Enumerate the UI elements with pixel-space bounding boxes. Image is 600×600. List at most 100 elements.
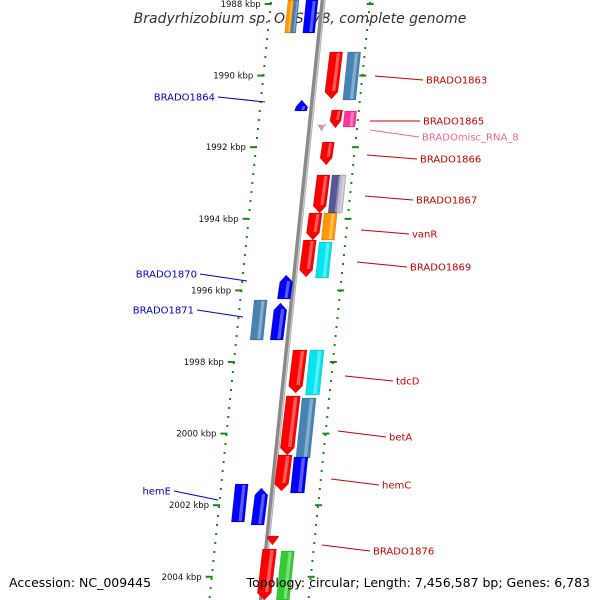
ruler-dot <box>317 497 320 499</box>
gene-body <box>266 535 280 546</box>
gene-label-brado1864[interactable]: BRADO1864 <box>154 93 266 104</box>
ruler-tick-label: 1990 kbp <box>213 72 253 82</box>
ruler-dot <box>348 200 351 202</box>
ruler-dot <box>343 245 346 247</box>
gene-shine <box>335 111 341 120</box>
ruler-dot <box>224 443 227 445</box>
gene-block <box>342 51 362 101</box>
ruler-dot <box>226 425 229 427</box>
gene-block <box>279 395 301 456</box>
ruler-dot <box>362 65 365 67</box>
ruler-dot <box>243 254 246 256</box>
ruler-dot <box>218 497 221 499</box>
gene-body <box>290 456 309 494</box>
ruler-dot <box>315 524 318 526</box>
ruler-dot <box>266 38 269 40</box>
gene-shine <box>306 241 314 269</box>
ruler-dot <box>365 38 368 40</box>
gene-shine <box>287 1 293 32</box>
ruler-tick <box>235 289 243 292</box>
gene-shine <box>284 281 291 298</box>
topology-text: Topology: circular; Length: 7,456,587 bp… <box>246 575 590 590</box>
gene-block <box>250 487 269 526</box>
gene-block <box>315 241 333 279</box>
ruler-dot <box>246 227 249 229</box>
gene-shine <box>313 351 322 394</box>
gene-label-brado1865[interactable]: BRADO1865 <box>370 117 484 128</box>
gene-label-beta[interactable]: betA <box>337 430 412 444</box>
gene-body <box>321 212 338 241</box>
gene-shine <box>298 458 306 492</box>
gene-shine <box>257 301 265 339</box>
ruler-tick <box>307 575 315 578</box>
gene-block <box>269 302 288 341</box>
gene-body <box>299 239 317 278</box>
ruler-dot <box>354 137 357 139</box>
gene-label-brado1876[interactable]: BRADO1876 <box>321 544 434 558</box>
gene-block <box>335 174 347 214</box>
gene-label-brado1870[interactable]: BRADO1870 <box>136 270 248 282</box>
gene-label-brado1871[interactable]: BRADO1871 <box>133 306 244 318</box>
gene-shine <box>287 397 298 447</box>
gene-label-text: BRADO1869 <box>410 263 471 274</box>
ruler-dot <box>255 137 258 139</box>
gene-block <box>329 109 344 129</box>
gene-label-bradomisc-rna-8[interactable]: BRADOmisc_RNA_8 <box>369 129 519 144</box>
gene-body <box>305 349 325 396</box>
ruler-dot <box>267 29 270 31</box>
ruler-dot <box>355 128 358 130</box>
ruler-dot <box>268 11 271 13</box>
gene-label-brado1867[interactable]: BRADO1867 <box>364 196 477 207</box>
ruler-dot <box>219 488 222 490</box>
ruler-dot <box>239 299 242 301</box>
gene-shine <box>303 399 314 457</box>
gene-shine <box>326 143 333 157</box>
ruler-dot <box>212 560 215 562</box>
ruler-dot <box>310 569 313 571</box>
gene-label-heme[interactable]: hemE <box>142 487 219 501</box>
gene-label-vanr[interactable]: vanR <box>360 230 437 241</box>
gene-block <box>249 299 268 341</box>
ruler-dot <box>345 227 348 229</box>
ruler-dot <box>363 56 366 58</box>
gene-body <box>288 349 308 394</box>
gene-body <box>335 174 347 214</box>
gene-label-tdcd[interactable]: tdcD <box>344 375 420 388</box>
ruler-dot <box>257 119 260 121</box>
ruler-dot <box>242 272 245 274</box>
ruler-dot <box>231 371 234 373</box>
ruler-dot <box>222 461 225 463</box>
gene-block <box>277 274 294 300</box>
ruler-dot <box>214 542 217 544</box>
gene-body <box>276 550 295 600</box>
gene-blocks <box>231 0 362 600</box>
gene-shine <box>301 106 306 110</box>
gene-block <box>321 212 338 241</box>
leader-line <box>196 309 244 318</box>
gene-body <box>257 548 277 600</box>
ruler-tick <box>344 217 352 220</box>
ruler-dot <box>241 281 244 283</box>
gene-block <box>290 0 300 34</box>
ruler-dot <box>324 434 327 436</box>
ruler-dot <box>215 533 218 535</box>
ruler-dot <box>265 47 268 49</box>
gene-shine <box>339 176 345 212</box>
ruler-dot <box>334 335 337 337</box>
ruler-tick <box>359 74 367 77</box>
ruler-tick <box>220 432 228 435</box>
gene-block <box>294 99 309 112</box>
genome-backbone <box>258 0 326 600</box>
gene-label-hemc[interactable]: hemC <box>330 478 411 492</box>
ruler-tick-label: 1996 kbp <box>191 286 231 296</box>
ruler-dot <box>236 326 239 328</box>
gene-label-brado1866[interactable]: BRADO1866 <box>366 155 481 166</box>
gene-block <box>257 548 277 600</box>
gene-label-brado1863[interactable]: BRADO1863 <box>374 75 487 87</box>
gene-label-brado1869[interactable]: BRADO1869 <box>356 261 471 274</box>
ruler-dot <box>335 326 338 328</box>
ruler-tick-label: 2004 kbp <box>162 573 202 583</box>
ruler-dot <box>263 65 266 67</box>
leader-line <box>374 75 424 81</box>
genome-backbone-highlight <box>262 0 326 600</box>
